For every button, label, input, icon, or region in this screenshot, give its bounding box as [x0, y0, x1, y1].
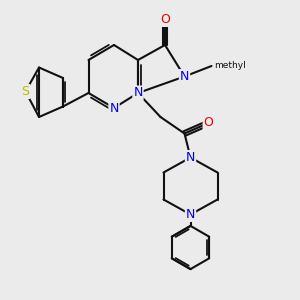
Text: N: N	[186, 208, 195, 221]
Text: O: O	[204, 116, 213, 130]
Text: N: N	[180, 70, 189, 83]
Text: N: N	[133, 86, 143, 100]
Text: S: S	[22, 85, 29, 98]
Text: O: O	[160, 13, 170, 26]
Text: N: N	[109, 101, 119, 115]
Text: N: N	[186, 151, 195, 164]
Text: methyl: methyl	[214, 61, 246, 70]
